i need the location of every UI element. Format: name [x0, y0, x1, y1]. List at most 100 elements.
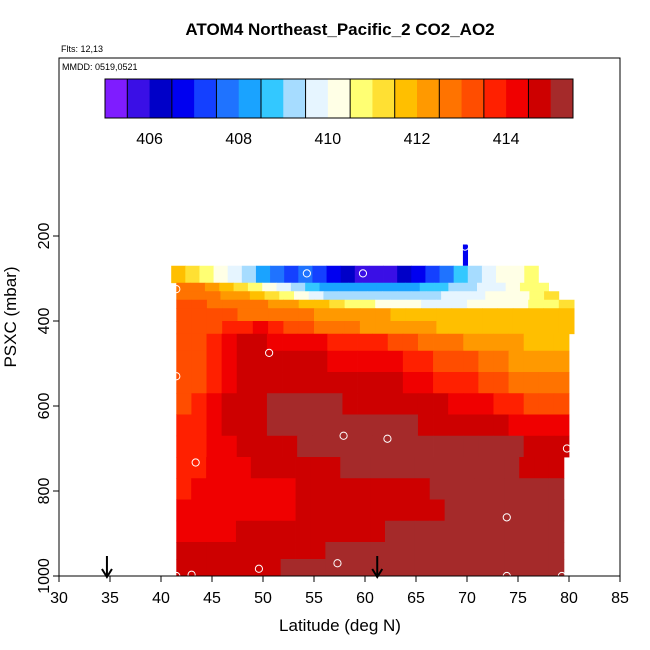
heatmap-cell	[265, 478, 282, 500]
colorbar-tick-label: 410	[315, 131, 342, 148]
sample-point	[460, 242, 470, 251]
heatmap-cell	[221, 457, 237, 479]
colorbar-bin	[149, 79, 173, 118]
heatmap-cell	[176, 542, 192, 560]
heatmap-cell	[191, 520, 207, 543]
heatmap-cell	[220, 291, 236, 301]
axes: 30 35 40 45 50 55 60 65 70 75 80 85 200 400 600 800 1000	[36, 223, 629, 607]
heatmap-cell	[553, 350, 570, 373]
heatmap-cell	[206, 372, 223, 394]
heatmap-cell	[425, 265, 440, 284]
heatmap-cell	[519, 499, 535, 522]
heatmap-cell	[329, 308, 345, 322]
plot-frame	[58, 57, 621, 577]
heatmap-cell	[235, 559, 252, 577]
heatmap-cell	[444, 457, 460, 479]
colorbar-bin	[238, 79, 262, 118]
heatmap-cell	[414, 520, 431, 543]
heatmap-cell	[266, 333, 283, 352]
heatmap-cell	[191, 457, 207, 479]
heatmap-cell	[414, 542, 431, 560]
heatmap-cell	[268, 299, 284, 309]
heatmap-cell	[382, 291, 398, 301]
heatmap-cell	[206, 499, 222, 522]
colorbar-bin	[461, 79, 485, 118]
heatmap-cell	[251, 333, 268, 352]
heatmap-cell	[342, 333, 358, 352]
heatmap-cell	[270, 265, 285, 284]
heatmap-cell	[342, 372, 358, 394]
heatmap-cell	[385, 499, 401, 522]
heatmap-cell	[251, 435, 268, 458]
heatmap-cell	[429, 457, 446, 479]
heatmap-cell	[176, 478, 192, 500]
heatmap-cell	[357, 372, 374, 394]
heatmap-cell	[357, 435, 374, 458]
heatmap-cell	[252, 321, 269, 335]
heatmap-cell	[266, 435, 283, 458]
heatmap-cell	[528, 299, 544, 309]
heatmap-cell	[548, 542, 565, 560]
heatmap-cell	[548, 478, 565, 500]
heatmap-cell	[221, 333, 238, 352]
heatmap-cell	[221, 393, 238, 415]
heatmap-cell	[312, 333, 328, 352]
heatmap-cell	[519, 542, 535, 560]
heatmap-cell	[250, 499, 267, 522]
heatmap-cell	[314, 308, 330, 322]
heatmap-cell	[524, 265, 539, 284]
heatmap-cell	[433, 393, 449, 415]
heatmap-cell	[419, 282, 435, 292]
heatmap-cell	[236, 350, 253, 373]
sample-point	[502, 513, 511, 522]
heatmap-cell	[359, 321, 376, 335]
heatmap-cell	[405, 321, 422, 335]
heatmap-cell	[433, 372, 449, 394]
heatmap-cell	[441, 291, 457, 301]
heatmap-cell	[397, 265, 412, 284]
heatmap-cell	[519, 520, 535, 543]
heatmap-cell	[206, 478, 222, 500]
heatmap-cell	[344, 299, 361, 309]
heatmap-cell	[355, 457, 371, 479]
heatmap-cell	[493, 414, 509, 437]
heatmap-cell	[553, 393, 570, 415]
heatmap-cell	[252, 299, 269, 309]
heatmap-cell	[489, 559, 505, 577]
heatmap-cell	[327, 372, 343, 394]
heatmap-cell	[221, 478, 237, 500]
heatmap-cell	[282, 435, 298, 458]
heatmap-cell	[467, 265, 483, 284]
colorbar-bin	[127, 79, 151, 118]
heatmap-cell	[206, 393, 223, 415]
heatmap-cell	[444, 542, 460, 560]
sample-point	[302, 269, 311, 278]
heatmap-cell	[402, 393, 419, 415]
heatmap-cell	[280, 478, 296, 500]
heatmap-cell	[534, 520, 550, 543]
heatmap-cell	[266, 393, 283, 415]
heatmap-cell	[326, 265, 342, 284]
y-tick-label: 600	[36, 393, 53, 420]
heatmap-cell	[235, 520, 252, 543]
heatmap-cell	[312, 350, 328, 373]
heatmap-cell	[417, 435, 434, 458]
heatmap-cell	[448, 333, 464, 352]
heatmap-cell	[276, 282, 292, 292]
heatmap-cell	[357, 414, 374, 437]
heatmap-cell	[467, 321, 483, 335]
heatmap-cell	[548, 499, 565, 522]
x-tick-label: 35	[101, 590, 119, 607]
heatmap-cell	[279, 291, 295, 301]
heatmap-cell	[176, 282, 192, 292]
heatmap-cell	[478, 333, 494, 352]
heatmap-cell	[528, 308, 544, 322]
sample-point	[383, 434, 392, 443]
colorbar-bin	[283, 79, 307, 118]
heatmap-cell	[176, 393, 192, 415]
heatmap-cell	[543, 308, 560, 322]
heatmap-cell	[205, 291, 221, 301]
heatmap-cell	[553, 372, 570, 394]
heatmap-cell	[293, 291, 310, 301]
